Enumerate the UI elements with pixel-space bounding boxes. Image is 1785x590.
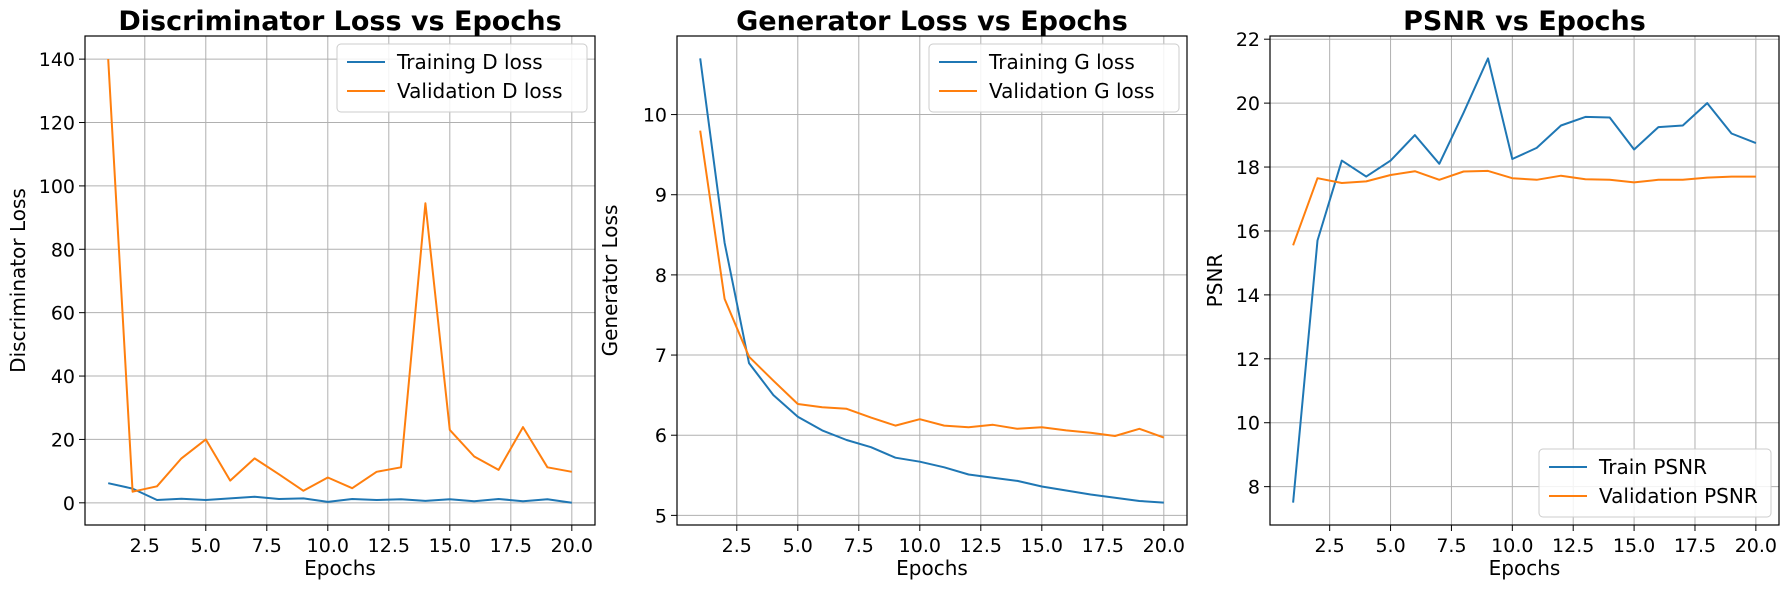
- legend-label-2: Validation PSNR: [1599, 484, 1758, 508]
- x-tick-label: 15.0: [1613, 535, 1655, 557]
- x-tick-label: 20.0: [551, 535, 593, 557]
- y-axis-label: PSNR: [1203, 254, 1227, 308]
- y-tick-label: 10: [1236, 413, 1260, 435]
- x-tick-label: 7.5: [252, 535, 282, 557]
- y-tick-label: 20: [1236, 93, 1260, 115]
- x-tick-label: 5.0: [1375, 535, 1405, 557]
- series-line-2: [107, 59, 572, 493]
- legend-label-2: Validation D loss: [397, 79, 563, 103]
- y-tick-label: 9: [655, 185, 667, 207]
- x-tick-label: 10.0: [307, 535, 349, 557]
- x-tick-label: 10.0: [1491, 535, 1533, 557]
- x-tick-label: 7.5: [844, 535, 874, 557]
- y-axis-label: Discriminator Loss: [6, 188, 30, 373]
- legend-label-2: Validation G loss: [989, 79, 1155, 103]
- y-tick-label: 8: [1248, 477, 1260, 499]
- y-tick-label: 18: [1236, 157, 1260, 179]
- x-tick-label: 5.0: [783, 535, 813, 557]
- y-tick-label: 140: [39, 49, 75, 71]
- y-tick-label: 60: [51, 303, 75, 325]
- y-tick-label: 12: [1236, 349, 1260, 371]
- y-tick-label: 20: [51, 429, 75, 451]
- x-tick-label: 15.0: [429, 535, 471, 557]
- axes-frame: [1269, 35, 1780, 526]
- series-line-2: [699, 130, 1165, 439]
- y-tick-label: 0: [63, 493, 75, 515]
- legend-label-1: Training G loss: [988, 50, 1135, 74]
- y-tick-label: 80: [51, 239, 75, 261]
- y-tick-label: 100: [39, 176, 75, 198]
- y-tick-label: 22: [1236, 29, 1260, 51]
- y-tick-label: 14: [1236, 285, 1260, 307]
- legend-label-1: Train PSNR: [1598, 455, 1707, 479]
- legend: Train PSNR Validation PSNR: [1538, 448, 1772, 518]
- x-tick-label: 2.5: [1315, 535, 1345, 557]
- y-tick-label: 120: [39, 113, 75, 135]
- x-tick-label: 12.5: [368, 535, 410, 557]
- x-tick-label: 15.0: [1021, 535, 1063, 557]
- legend-box: [336, 43, 588, 113]
- chart-2: 2.5 5.0 7.5 10.0 12.5 15.0 17.5 20.0 5 6 7 8 9 10 Gene…: [598, 6, 1188, 580]
- legend: Training D loss Validation D loss: [336, 43, 588, 113]
- x-tick-label: 17.5: [1082, 535, 1124, 557]
- x-tick-label: 20.0: [1143, 535, 1185, 557]
- chart-3: 2.5 5.0 7.5 10.0 12.5 15.0 17.5 20.0 8 10 12 14 16 18…: [1203, 6, 1780, 580]
- legend-box: [1538, 448, 1772, 518]
- chart-title: Generator Loss vs Epochs: [736, 6, 1128, 37]
- y-tick-label: 6: [655, 425, 667, 447]
- y-axis-label: Generator Loss: [598, 205, 622, 357]
- x-tick-label: 17.5: [1674, 535, 1716, 557]
- x-tick-label: 17.5: [490, 535, 532, 557]
- x-tick-label: 5.0: [191, 535, 221, 557]
- x-tick-label: 12.5: [1552, 535, 1594, 557]
- x-axis-label: Epochs: [304, 556, 376, 580]
- y-tick-label: 16: [1236, 221, 1260, 243]
- series-line-1: [107, 482, 572, 504]
- series-line-1: [699, 58, 1164, 504]
- legend: Training G loss Validation G loss: [928, 43, 1180, 113]
- legend-label-1: Training D loss: [396, 50, 543, 74]
- legend-box: [928, 43, 1180, 113]
- x-tick-label: 12.5: [960, 535, 1002, 557]
- y-tick-label: 8: [655, 265, 667, 287]
- x-axis-label: Epochs: [1489, 556, 1561, 580]
- x-tick-label: 7.5: [1436, 535, 1466, 557]
- chart-1: 2.5 5.0 7.5 10.0 12.5 15.0 17.5 20.0 0 20 40 60 80 10…: [6, 6, 596, 580]
- x-axis-label: Epochs: [896, 556, 968, 580]
- x-tick-label: 20.0: [1735, 535, 1777, 557]
- x-tick-label: 10.0: [899, 535, 941, 557]
- axes-frame: [676, 35, 1188, 526]
- series-line-1: [1292, 57, 1757, 503]
- y-tick-label: 10: [643, 105, 667, 127]
- x-tick-label: 2.5: [722, 535, 752, 557]
- series-line-2: [1292, 169, 1756, 246]
- y-tick-label: 7: [655, 345, 667, 367]
- y-tick-label: 40: [51, 366, 75, 388]
- axes-frame: [84, 35, 596, 526]
- chart-title: Discriminator Loss vs Epochs: [118, 6, 561, 37]
- y-tick-label: 5: [655, 505, 667, 527]
- x-tick-label: 2.5: [130, 535, 160, 557]
- chart-title: PSNR vs Epochs: [1403, 6, 1646, 37]
